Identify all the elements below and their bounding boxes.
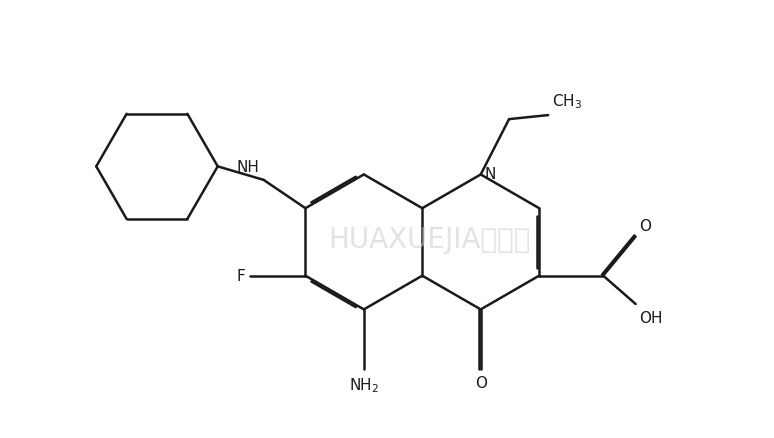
Text: F: F: [237, 268, 245, 283]
Text: OH: OH: [639, 310, 663, 325]
Text: NH: NH: [237, 160, 260, 175]
Text: HUAXUEJIA化学加: HUAXUEJIA化学加: [328, 226, 530, 254]
Text: O: O: [639, 218, 652, 233]
Text: N: N: [485, 166, 496, 182]
Text: CH$_3$: CH$_3$: [552, 92, 582, 111]
Text: O: O: [474, 375, 487, 390]
Text: NH$_2$: NH$_2$: [349, 375, 379, 394]
